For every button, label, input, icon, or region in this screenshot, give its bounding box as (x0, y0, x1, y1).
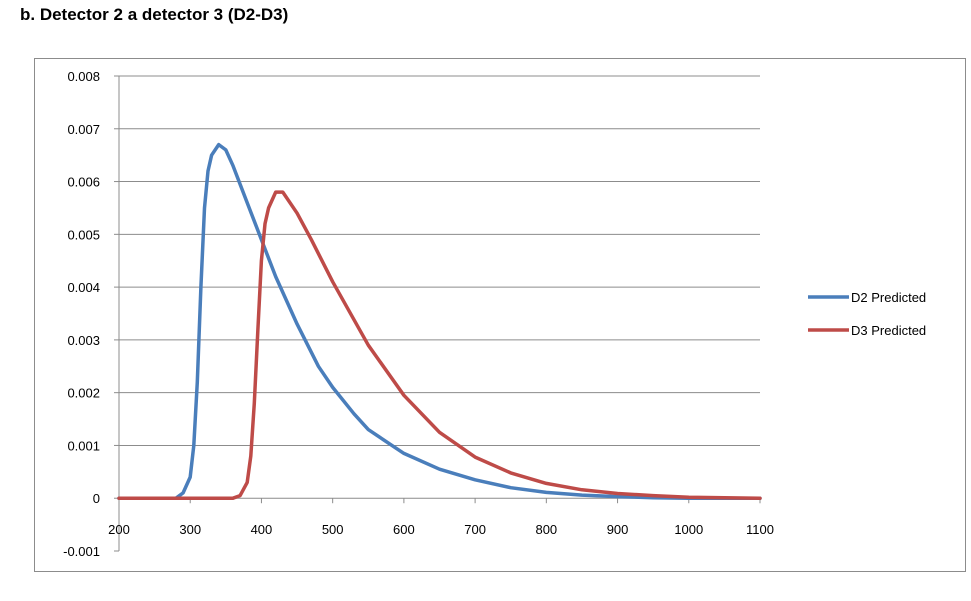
x-tick-label: 300 (179, 522, 201, 537)
chart-title: b. Detector 2 a detector 3 (D2-D3) (20, 5, 289, 24)
y-tick-label: 0 (93, 491, 100, 506)
series-line-2 (117, 190, 762, 500)
y-tick-label: 0.003 (67, 333, 100, 348)
y-tick-labels: -0.001 0 0.001 0.002 0.003 0.004 0.005 0.006 0.0… (63, 69, 100, 559)
y-tick-label: 0.002 (67, 386, 100, 401)
y-tick-label: 0.005 (67, 227, 100, 242)
legend-label: D2 Predicted (851, 290, 926, 305)
axes (114, 75, 761, 552)
y-tick-label: 0.008 (67, 69, 100, 84)
y-tick-label: 0.004 (67, 280, 100, 295)
x-tick-label: 1000 (674, 522, 703, 537)
x-tick-label: 1100 (746, 522, 774, 537)
x-tick-label: 500 (322, 522, 344, 537)
x-tick-label: 700 (464, 522, 486, 537)
legend-label: D3 Predicted (851, 323, 926, 338)
x-tick-label: 900 (607, 522, 629, 537)
y-tick-label: 0.007 (67, 122, 100, 137)
y-tick-label: 0.001 (67, 438, 100, 453)
x-tick-labels: 200 300 400 500 600 700 800 900 1000 1100 (108, 522, 774, 537)
y-tick-label: 0.006 (67, 175, 100, 190)
x-tick-label: 600 (393, 522, 415, 537)
x-tick-label: 200 (108, 522, 130, 537)
series-line-1 (117, 142, 762, 500)
y-tick-label: -0.001 (63, 544, 100, 559)
series-lines (117, 142, 762, 500)
x-tick-label: 800 (535, 522, 557, 537)
legend: D2 Predicted D3 Predicted (808, 290, 926, 338)
x-tick-label: 400 (251, 522, 273, 537)
chart-frame (34, 58, 966, 572)
gridlines (119, 75, 760, 446)
